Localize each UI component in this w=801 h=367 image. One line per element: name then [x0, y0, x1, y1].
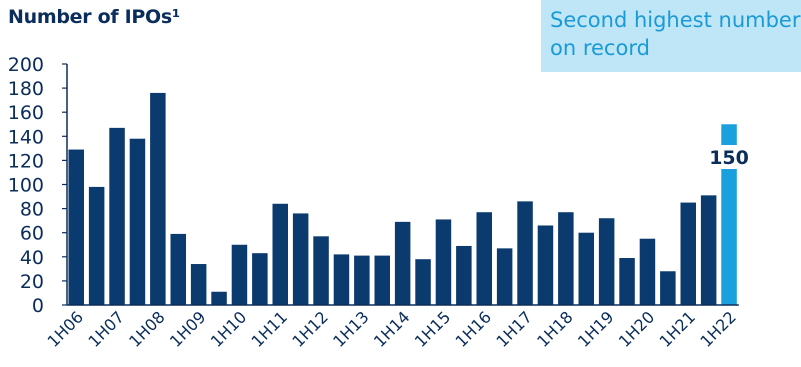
bar-2H07	[129, 138, 146, 305]
bar-1H12	[313, 236, 329, 305]
bar-1H17	[517, 201, 533, 305]
bar-2H16	[496, 248, 513, 305]
x-tick-label: 1H11	[248, 307, 292, 351]
bar-1H07	[109, 127, 125, 306]
bar-2H21	[700, 195, 717, 305]
x-tick-label: 1H18	[533, 307, 577, 351]
bar-2H06	[88, 186, 105, 305]
bar-1H08	[150, 92, 166, 305]
chart-title: Number of IPOs¹	[8, 6, 180, 28]
x-tick-label: 1H06	[44, 307, 88, 351]
y-tick-label: 200	[8, 54, 44, 76]
x-tick-label: 1H19	[574, 307, 618, 351]
x-axis: 1H061H071H081H091H101H111H121H131H141H15…	[44, 304, 740, 351]
bar-1H09	[190, 264, 207, 305]
bar-2H14	[415, 259, 431, 305]
bar-1H20	[639, 238, 656, 305]
bar-1H22	[721, 124, 737, 305]
y-tick-label: 80	[20, 199, 44, 221]
x-tick-label: 1H12	[288, 307, 332, 351]
y-tick-label: 40	[20, 247, 44, 269]
x-tick-label: 1H09	[166, 307, 210, 351]
x-tick-label: 1H13	[329, 307, 373, 351]
x-tick-label: 1H10	[207, 307, 251, 351]
x-tick-label: 1H16	[452, 307, 496, 351]
y-tick-label: 60	[20, 223, 44, 245]
value-label-1H22: 150	[709, 147, 749, 169]
y-tick-label: 0	[32, 295, 44, 317]
y-tick-label: 140	[8, 126, 44, 148]
x-tick-label: 1H08	[125, 307, 169, 351]
bar-1H06	[68, 149, 84, 305]
x-tick-label: 1H20	[615, 307, 659, 351]
x-tick-label: 1H17	[492, 307, 536, 351]
bar-2H12	[333, 254, 350, 305]
y-tick-label: 100	[8, 175, 44, 197]
bar-1H14	[394, 221, 411, 305]
x-tick-label: 1H15	[411, 307, 455, 351]
y-tick-label: 160	[8, 102, 44, 124]
callout-box: Second highest number on record	[541, 0, 801, 72]
bar-1H11	[272, 203, 288, 305]
x-tick-label: 1H21	[656, 307, 700, 351]
bar-2H17	[537, 225, 554, 305]
bars: 150	[68, 92, 751, 306]
bar-2H11	[292, 213, 309, 305]
bar-1H18	[558, 212, 574, 305]
bar-1H13	[354, 255, 370, 305]
bar-2H08	[170, 233, 186, 305]
x-tick-label: 1H07	[84, 307, 128, 351]
bar-1H10	[231, 244, 248, 305]
bar-1H21	[680, 202, 696, 305]
y-tick-label: 120	[8, 150, 44, 172]
bar-2H19	[619, 258, 635, 305]
bar-2H10	[252, 253, 268, 305]
x-tick-label: 1H14	[370, 307, 414, 351]
y-tick-label: 20	[20, 271, 44, 293]
bar-1H15	[435, 219, 452, 305]
bar-2H18	[578, 232, 594, 305]
bar-2H09	[211, 291, 227, 305]
x-tick-label: 1H22	[696, 307, 740, 351]
bar-1H19	[598, 218, 615, 305]
bar-2H15	[456, 245, 472, 305]
bar-1H16	[476, 212, 492, 305]
value-label-background	[707, 145, 751, 169]
bar-2H13	[374, 255, 390, 305]
y-tick-label: 180	[8, 78, 44, 100]
bar-2H20	[660, 271, 676, 305]
